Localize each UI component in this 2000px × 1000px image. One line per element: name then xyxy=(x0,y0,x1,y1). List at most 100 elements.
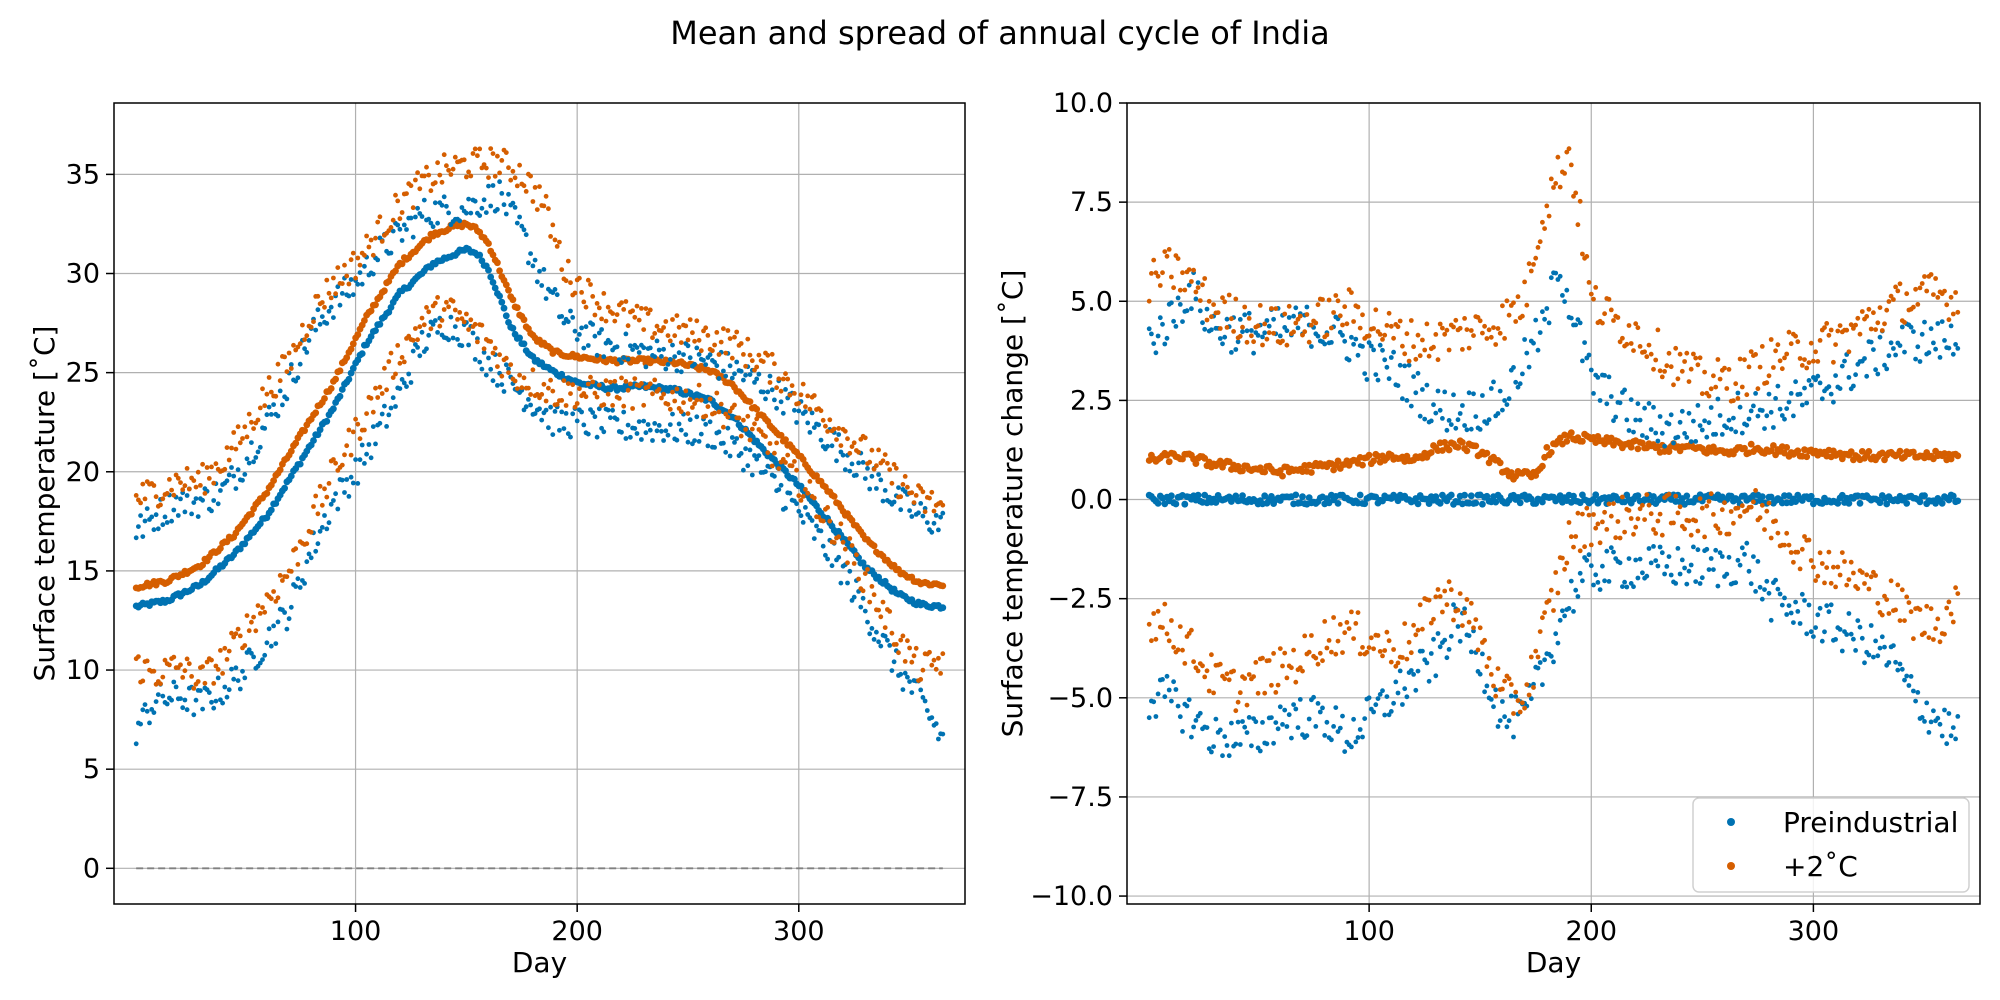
data-point xyxy=(862,571,868,576)
data-point xyxy=(160,522,166,528)
data-point xyxy=(184,493,190,498)
data-point xyxy=(803,487,808,492)
data-point xyxy=(1737,356,1743,362)
data-point xyxy=(1362,716,1368,721)
data-point xyxy=(924,708,930,713)
data-point xyxy=(277,378,283,384)
data-point xyxy=(1261,468,1269,476)
data-point xyxy=(1535,665,1541,671)
data-point xyxy=(1349,609,1354,615)
data-point xyxy=(349,364,357,372)
data-point xyxy=(1646,342,1652,348)
data-point xyxy=(534,207,540,213)
data-point xyxy=(1659,532,1665,538)
data-point xyxy=(916,510,921,516)
data-point xyxy=(754,456,760,462)
data-point xyxy=(1857,624,1863,630)
data-point xyxy=(1468,426,1474,432)
data-point xyxy=(1615,315,1621,320)
data-point xyxy=(911,500,917,505)
data-point xyxy=(1817,380,1823,386)
data-point xyxy=(548,234,553,239)
data-point xyxy=(1193,718,1199,723)
data-point xyxy=(1584,505,1590,511)
data-point xyxy=(1564,149,1570,155)
data-point xyxy=(1627,443,1635,451)
data-point xyxy=(1897,343,1903,348)
data-point xyxy=(1624,584,1630,590)
data-point xyxy=(1773,518,1778,524)
data-point xyxy=(1500,686,1505,692)
data-point xyxy=(792,459,797,464)
data-point xyxy=(851,440,857,446)
data-point xyxy=(198,483,203,488)
data-point xyxy=(1302,329,1308,335)
data-point xyxy=(489,279,497,286)
data-point xyxy=(140,707,146,713)
data-point xyxy=(1201,454,1209,462)
data-point xyxy=(608,379,613,385)
data-point xyxy=(1688,366,1694,372)
data-point xyxy=(1817,605,1823,611)
data-point xyxy=(1847,448,1855,455)
data-point xyxy=(798,498,804,503)
data-point xyxy=(368,237,374,243)
data-point xyxy=(1722,365,1727,371)
data-point xyxy=(887,609,893,614)
data-point xyxy=(1496,459,1504,467)
data-point xyxy=(1309,344,1314,349)
data-point xyxy=(676,324,682,330)
data-point xyxy=(1915,344,1921,350)
data-point xyxy=(1855,586,1861,592)
data-point xyxy=(1375,633,1381,638)
data-point xyxy=(293,378,299,384)
data-point xyxy=(244,434,250,440)
data-point xyxy=(211,705,217,711)
data-point xyxy=(752,421,757,427)
y-tick-label: 2.5 xyxy=(1070,385,1113,416)
data-point xyxy=(444,163,449,169)
data-point xyxy=(1146,298,1152,304)
data-point xyxy=(1799,546,1805,552)
data-point xyxy=(585,431,591,437)
data-point xyxy=(1224,325,1230,330)
data-point xyxy=(379,411,385,417)
data-point xyxy=(496,292,503,300)
data-point xyxy=(251,654,256,660)
data-point xyxy=(1646,401,1652,406)
data-point xyxy=(1648,560,1654,566)
data-point xyxy=(1555,154,1561,160)
data-point xyxy=(1622,579,1627,585)
data-point xyxy=(335,506,341,512)
data-point xyxy=(1513,319,1519,324)
data-point xyxy=(1567,429,1575,437)
data-point xyxy=(404,191,409,197)
data-point xyxy=(1797,391,1803,397)
data-point xyxy=(1717,550,1723,556)
data-point xyxy=(1822,580,1827,586)
data-point xyxy=(1264,318,1270,323)
data-point xyxy=(401,359,407,365)
data-point xyxy=(450,166,456,172)
data-point xyxy=(820,543,826,549)
data-point xyxy=(342,452,347,458)
data-point xyxy=(1611,418,1616,424)
data-point xyxy=(1435,631,1441,636)
data-point xyxy=(280,402,285,408)
data-point xyxy=(1349,744,1354,750)
data-point xyxy=(862,608,868,614)
data-point xyxy=(1491,683,1496,689)
data-point xyxy=(594,394,600,400)
data-point xyxy=(267,506,275,514)
data-point xyxy=(753,405,761,413)
data-point xyxy=(1919,715,1925,720)
data-point xyxy=(1460,623,1465,628)
data-point xyxy=(450,298,456,304)
data-point xyxy=(1233,347,1239,352)
data-point xyxy=(563,411,569,416)
data-point xyxy=(233,486,239,491)
data-point xyxy=(1742,551,1747,557)
data-point xyxy=(1697,423,1703,428)
data-point xyxy=(882,452,888,457)
data-point xyxy=(1779,413,1785,418)
